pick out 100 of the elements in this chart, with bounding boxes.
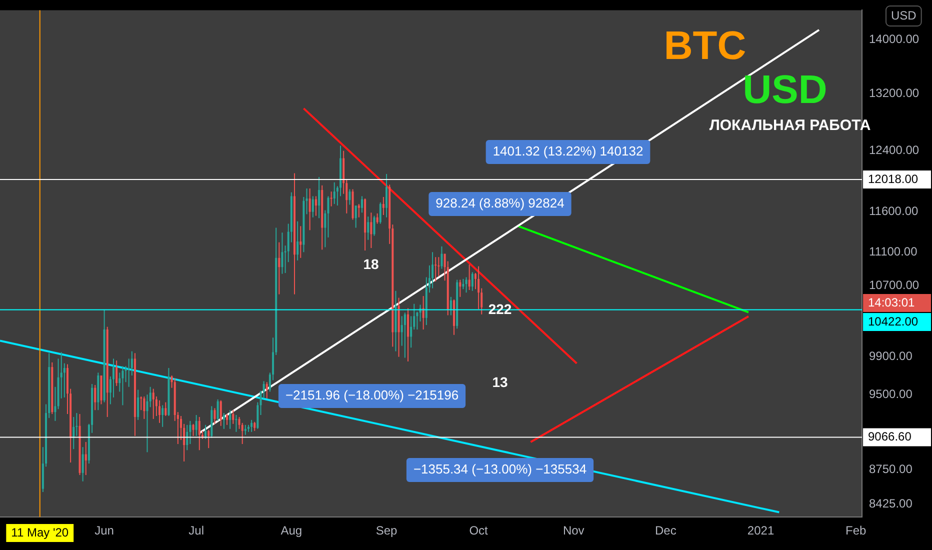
- annotation: 928.24 (8.88%) 92824: [436, 196, 564, 211]
- candlestick: [229, 410, 232, 430]
- candlestick: [152, 388, 154, 420]
- annotation: USD: [742, 68, 828, 112]
- candlestick: [358, 203, 360, 218]
- y-tick-label: 10700.00: [869, 278, 920, 292]
- candlestick: [84, 441, 87, 476]
- candlestick: [143, 396, 146, 420]
- candlestick: [434, 256, 437, 282]
- candlestick: [318, 176, 320, 219]
- candlestick: [192, 423, 194, 436]
- candlestick: [306, 188, 308, 215]
- x-tick-label: Nov: [562, 524, 584, 538]
- candlestick: [94, 384, 96, 411]
- candlestick: [222, 412, 225, 430]
- candlestick: [382, 196, 384, 216]
- x-tick-label: Jun: [94, 524, 114, 538]
- annotation: BTC: [664, 24, 746, 68]
- candlestick: [422, 296, 424, 330]
- candlestick: [386, 173, 388, 218]
- candlestick: [308, 188, 311, 231]
- y-tick-label: 12400.00: [869, 143, 920, 158]
- ref-line-label: 12018.00: [868, 172, 918, 186]
- candlestick: [459, 279, 462, 298]
- ref-line-label: 9066.60: [868, 430, 912, 444]
- y-tick-label: 8750.00: [869, 462, 913, 476]
- candlestick: [348, 188, 351, 206]
- candlestick: [72, 416, 75, 450]
- candlestick: [404, 312, 406, 358]
- annotation: 13: [492, 374, 508, 390]
- candlestick: [465, 276, 468, 294]
- candlestick: [235, 414, 238, 432]
- candlestick: [370, 212, 372, 249]
- candlestick: [278, 242, 280, 295]
- y-axis-title: USD: [891, 8, 917, 22]
- candlestick: [354, 205, 357, 228]
- candlestick: [122, 366, 124, 406]
- ref-line-label: 10422.00: [868, 314, 918, 328]
- y-tick-label: 9500.00: [869, 386, 913, 401]
- candlestick: [468, 264, 470, 291]
- candlestick: [281, 232, 284, 274]
- x-tick-label: 2021: [747, 524, 774, 538]
- y-tick-label: 13200.00: [869, 86, 920, 100]
- x-tick-label: Dec: [655, 524, 676, 538]
- y-tick-label: 9900.00: [869, 349, 913, 364]
- candlestick: [216, 398, 219, 422]
- candlestick: [164, 402, 167, 416]
- candlestick: [300, 226, 302, 258]
- candlestick: [232, 410, 234, 424]
- text: 14:03:01: [868, 295, 916, 310]
- candlestick: [146, 394, 148, 453]
- candlestick: [137, 389, 140, 420]
- candlestick: [195, 414, 198, 436]
- candlestick: [373, 215, 376, 236]
- candlestick: [333, 182, 336, 204]
- x-tick-label: Aug: [280, 524, 302, 538]
- candlestick: [330, 191, 332, 207]
- annotation: 18: [363, 256, 379, 272]
- x-tick-label: Jul: [188, 524, 204, 538]
- x-tick-label: Oct: [469, 524, 489, 538]
- candlestick: [440, 246, 443, 270]
- x-tick-label: Sep: [376, 524, 398, 538]
- candlestick: [82, 446, 84, 482]
- candlestick: [450, 296, 452, 316]
- candlestick: [208, 429, 210, 449]
- candlestick: [198, 416, 200, 451]
- candlestick: [262, 380, 265, 399]
- candlestick: [149, 386, 152, 408]
- candlestick: [367, 216, 370, 240]
- y-tick-label: 11100.00: [869, 244, 918, 258]
- annotation: −1355.34 (−13.00%) −135534: [413, 462, 587, 477]
- candlestick: [54, 386, 56, 422]
- candlestick: [462, 278, 464, 290]
- x-tick-label: Feb: [846, 524, 867, 538]
- candlestick: [471, 272, 474, 292]
- candlestick: [406, 308, 409, 362]
- candlestick: [186, 424, 188, 451]
- annotation: −2151.96 (−18.00%) −215196: [285, 388, 459, 403]
- candlestick: [226, 414, 228, 426]
- candlestick: [158, 400, 161, 424]
- candlestick: [244, 424, 246, 436]
- y-tick-label: 8425.00: [869, 496, 913, 511]
- ref-line-label: 11 May '20: [11, 525, 69, 540]
- candlestick: [360, 196, 363, 214]
- candlestick: [314, 196, 317, 216]
- y-tick-label: 14000.00: [869, 32, 920, 46]
- candlestick: [250, 419, 253, 432]
- candlestick: [266, 382, 268, 399]
- annotation: 1401.32 (13.22%) 140132: [492, 144, 644, 159]
- candlestick: [220, 400, 222, 426]
- candlestick: [376, 212, 378, 224]
- candlestick: [296, 220, 299, 261]
- candlestick: [432, 252, 434, 289]
- candlestick: [214, 408, 216, 424]
- y-tick-label: 11600.00: [869, 204, 918, 218]
- candlestick: [379, 202, 382, 224]
- annotation: ЛОКАЛЬНАЯ РАБОТА: [709, 117, 871, 134]
- candlestick: [116, 360, 118, 386]
- candlestick: [162, 404, 164, 428]
- candlestick: [312, 196, 314, 218]
